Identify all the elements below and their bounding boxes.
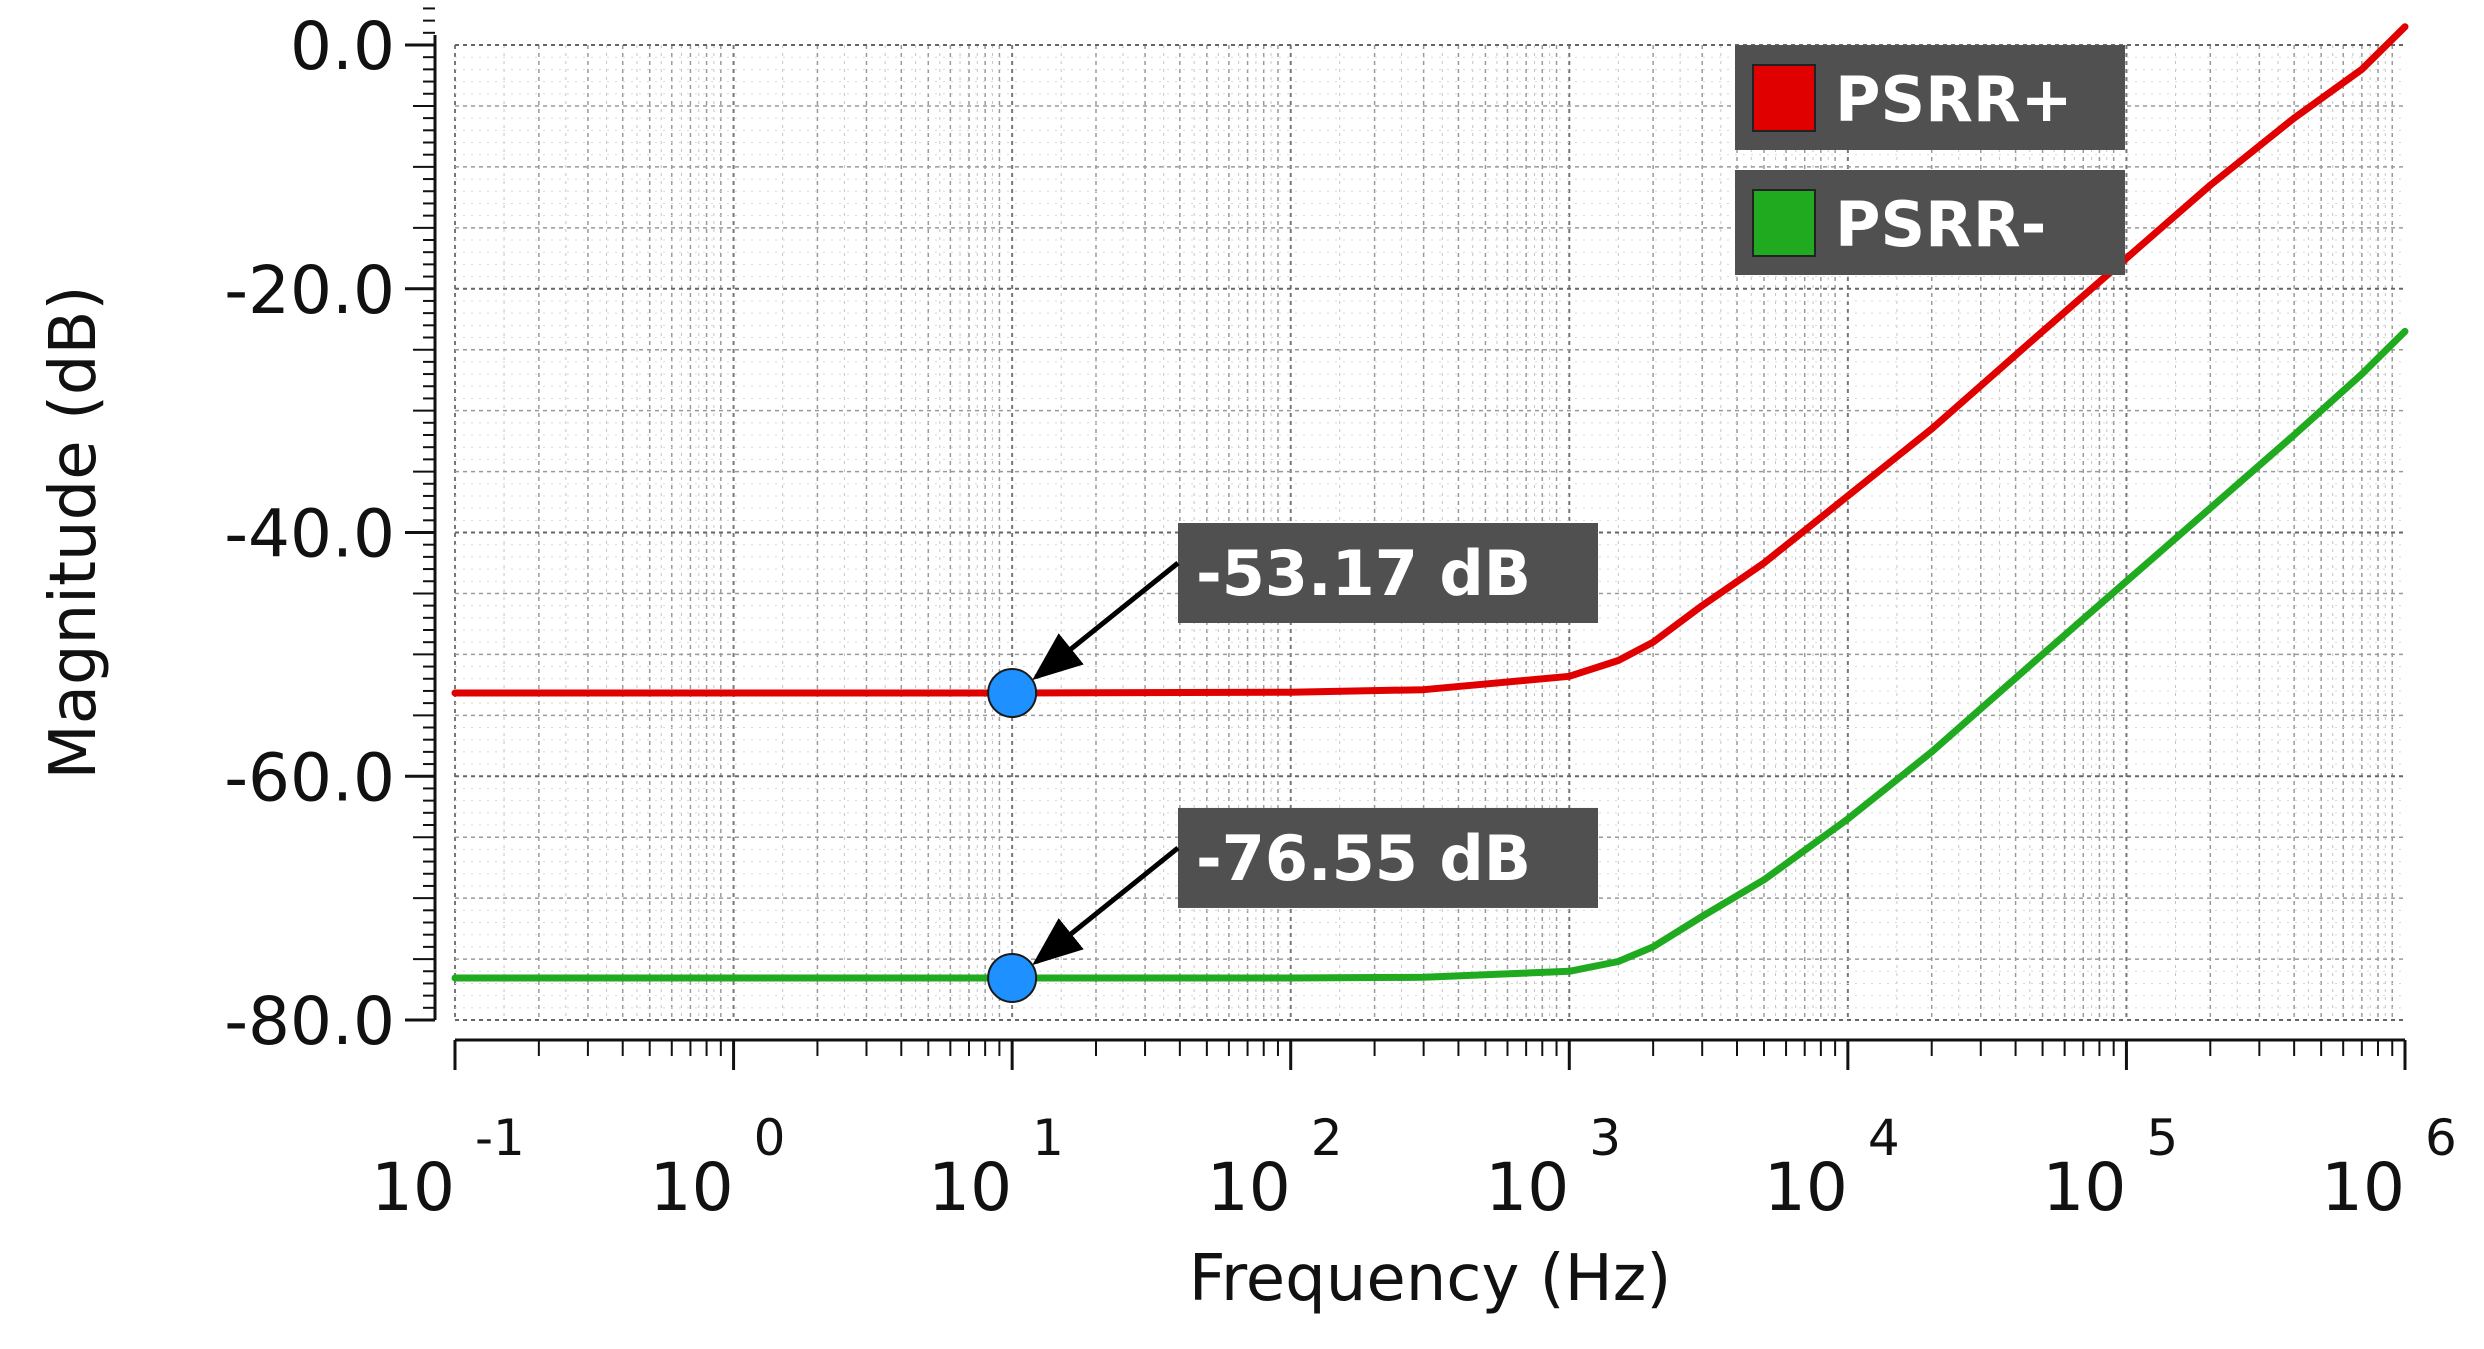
x-axis-title: Frequency (Hz)	[1189, 1242, 1672, 1316]
x-tick-label-exponent: 4	[1868, 1109, 1900, 1167]
legend-label: PSRR+	[1835, 63, 2073, 136]
annotation-label: -53.17 dB	[1196, 537, 1531, 610]
annotations: -53.17 dB -76.55 dB	[987, 523, 1598, 1003]
x-tick-label-base: 10	[1764, 1149, 1848, 1226]
x-tick-label: 10 5	[2042, 1109, 2178, 1226]
x-tick-label: 10 3	[1485, 1109, 1621, 1226]
x-tick-label-exponent: 0	[754, 1109, 786, 1167]
x-tick-label-base: 10	[1485, 1149, 1569, 1226]
annotation-1: -76.55 dB	[987, 807, 1598, 1003]
legend-item-psrr-minus: PSRR-	[1735, 170, 2125, 275]
x-tick-label-base: 10	[2042, 1149, 2126, 1226]
legend-swatch	[1752, 64, 1816, 132]
x-tick-label: 10 0	[650, 1109, 786, 1226]
data-marker	[987, 668, 1038, 719]
x-tick-label: 10 6	[2321, 1109, 2457, 1226]
series-line-psrr-plus	[451, 23, 2409, 697]
x-tick-label-exponent: 1	[1032, 1109, 1064, 1167]
x-tick-label-base: 10	[371, 1149, 455, 1226]
x-tick-label: 10 4	[1764, 1109, 1900, 1226]
series-line-psrr-minus	[451, 327, 2409, 982]
data-marker	[987, 952, 1038, 1003]
legend-swatch	[1752, 189, 1816, 257]
annotation-0: -53.17 dB	[987, 523, 1598, 719]
x-tick-label-exponent: 3	[1589, 1109, 1621, 1167]
x-tick-label-base: 10	[2321, 1149, 2405, 1226]
y-tick-label: -40.0	[224, 496, 395, 573]
legend-item-psrr-plus: PSRR+	[1735, 45, 2125, 150]
x-tick-label-exponent: -1	[475, 1109, 525, 1167]
x-tick-label-base: 10	[928, 1149, 1012, 1226]
legend: PSRR+ PSRR-	[1735, 45, 2125, 275]
x-tick-label-base: 10	[650, 1149, 734, 1226]
x-tick-label-exponent: 6	[2425, 1109, 2457, 1167]
x-tick-label-base: 10	[1207, 1149, 1291, 1226]
annotation-box	[1178, 523, 1598, 624]
x-tick-label: 10 -1	[371, 1109, 525, 1226]
y-tick-label: -60.0	[224, 739, 395, 816]
y-axis-title: Magnitude (dB)	[37, 286, 111, 780]
annotation-arrow	[1032, 846, 1180, 966]
annotation-box	[1178, 807, 1598, 908]
y-tick-label: -20.0	[224, 252, 395, 329]
y-tick-label: -80.0	[224, 983, 395, 1060]
annotation-arrow	[1032, 561, 1180, 681]
x-tick-label-exponent: 5	[2146, 1109, 2178, 1167]
annotation-label: -76.55 dB	[1196, 822, 1531, 895]
legend-label: PSRR-	[1835, 188, 2046, 261]
y-tick-label: 0.0	[290, 8, 395, 85]
x-tick-label: 10 1	[928, 1109, 1064, 1226]
series-lines	[451, 23, 2409, 982]
x-tick-label: 10 2	[1207, 1109, 1343, 1226]
x-tick-label-exponent: 2	[1311, 1109, 1343, 1167]
axes: 0.0-20.0-40.0-60.0-80.010-11001011021031…	[224, 7, 2457, 1226]
